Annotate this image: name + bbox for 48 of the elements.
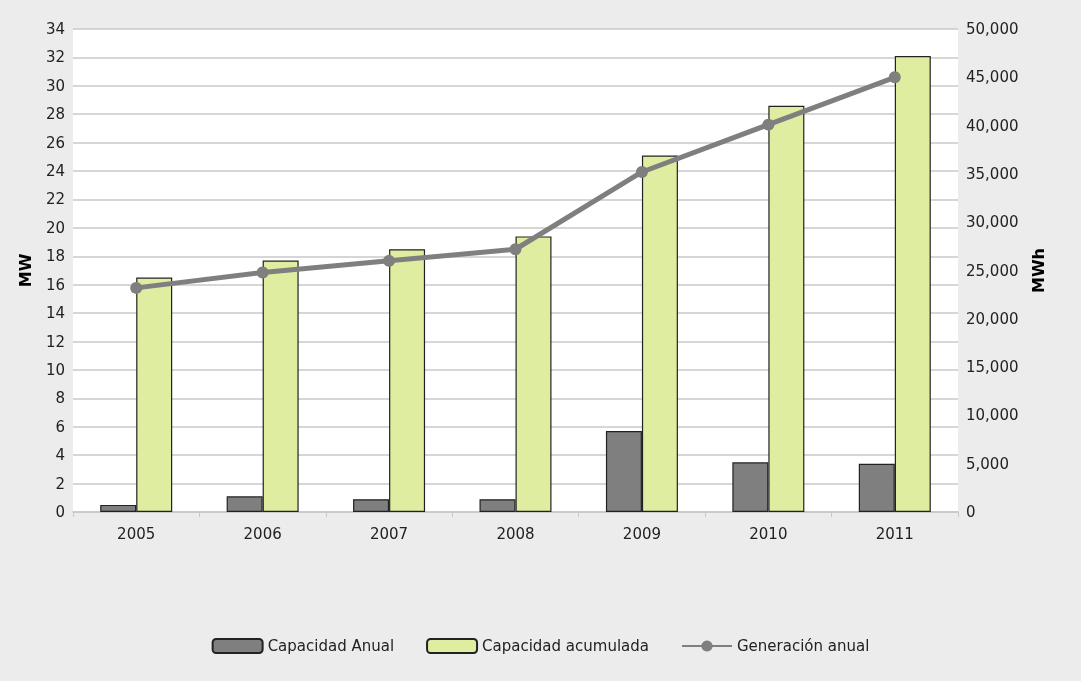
legend-label: Generación anual [736,637,870,655]
y-tick-label: 10 [45,360,65,379]
y-tick-label: 30 [45,76,65,95]
point [509,243,522,256]
point [130,281,143,294]
y2-tick-label: 40,000 [966,116,1019,135]
y-tick-label: 2 [55,474,65,493]
y-tick-label: 12 [45,332,65,351]
y2-tick-label: 15,000 [966,358,1019,377]
y2-tick-label: 10,000 [966,406,1019,425]
point [635,165,648,178]
y2-tick-label: 35,000 [966,164,1019,183]
legend-label: Capacidad acumulada [482,637,649,655]
x-tick-label: 2011 [875,524,914,543]
y2-tick-label: 45,000 [966,68,1019,87]
y-tick-label: 14 [45,304,65,323]
x-tick-label: 2005 [117,524,156,543]
y2-tick-label: 25,000 [966,261,1019,280]
point [256,266,269,279]
y-tick-label: 22 [45,190,65,209]
y2-tick-label: 0 [966,503,976,521]
legend-label: Capacidad Anual [267,637,395,655]
y-tick-label: 8 [55,389,65,408]
y-tick-label: 18 [45,247,65,266]
point [888,71,901,84]
y-axis-title: MW [15,253,35,288]
y-tick-label: 26 [45,133,65,152]
y-tick-label: 28 [45,105,65,124]
x-tick-label: 2006 [243,524,282,543]
y2-tick-label: 50,000 [966,20,1019,38]
y2-tick-label: 20,000 [966,309,1019,328]
y-tick-label: 20 [45,218,65,237]
x-tick-label: 2008 [496,524,535,543]
point [762,118,775,131]
y-tick-label: 4 [55,446,65,465]
y-tick-label: 6 [55,417,65,436]
y-tick-label: 16 [45,275,65,294]
x-tick-label: 2007 [369,524,409,543]
y2-tick-label: 5,000 [966,454,1009,473]
y2-axis-title: MWh [1028,248,1048,293]
point [383,254,396,267]
y-tick-label: 34 [45,20,65,38]
y-tick-label: 24 [45,162,65,181]
x-tick-label: 2010 [749,524,788,543]
y2-tick-label: 30,000 [966,213,1019,232]
y-tick-label: 0 [55,503,65,521]
x-tick-label: 2009 [622,524,662,543]
y-tick-label: 32 [45,48,65,67]
